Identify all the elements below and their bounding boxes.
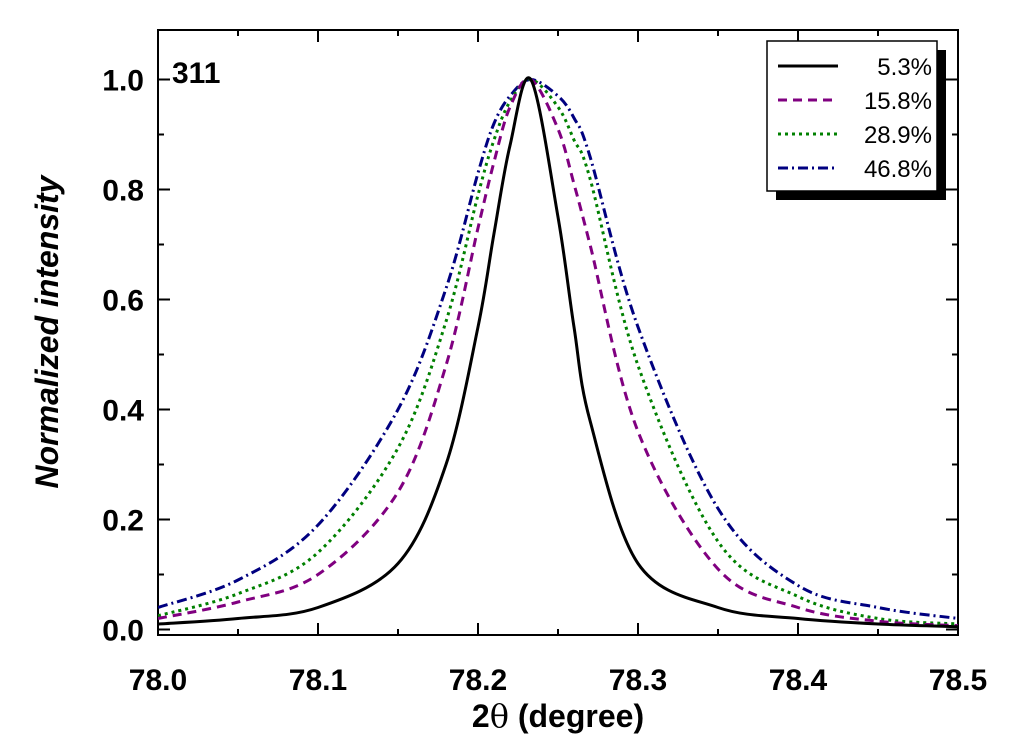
x-axis-title-prefix: 2 [472,698,490,734]
y-tick-label: 0.0 [102,615,144,648]
y-tick-label: 0.6 [102,285,144,318]
plot-area [158,76,958,629]
x-axis-title-suffix: (degree) [509,698,644,734]
legend-label: 5.3% [877,54,932,81]
x-axis-title-symbol: θ [490,697,509,735]
y-tick-label: 0.8 [102,175,144,208]
x-tick-label: 78.2 [449,664,507,697]
y-tick-label: 1.0 [102,65,144,98]
legend-label: 28.9% [864,122,932,149]
panel-label: 311 [172,57,220,90]
legend-label: 15.8% [864,88,932,115]
legend-label: 46.8% [864,156,932,183]
series-line-5-3pct [158,76,958,629]
x-tick-label: 78.3 [609,664,667,697]
x-tick-label: 78.5 [929,664,987,697]
x-axis-title: 2θ (degree) [472,697,644,735]
x-tick-label: 78.1 [289,664,347,697]
legend-items: 5.3% 15.8% 28.9% 46.8% [778,54,932,183]
y-axis-title: Normalized intensity [29,173,65,488]
x-tick-label: 78.0 [129,664,187,697]
y-tick-label: 0.2 [102,505,144,538]
axis-ticks [157,30,959,635]
series-group [158,76,958,629]
legend: 5.3% 15.8% 28.9% 46.8% [766,40,946,200]
y-tick-label: 0.4 [102,395,144,428]
x-tick-label: 78.4 [769,664,828,697]
axis-tick-labels: 78.0 78.1 78.2 78.3 78.4 78.5 0.0 0.2 0.4 0.6 0.8 1… [102,65,987,698]
